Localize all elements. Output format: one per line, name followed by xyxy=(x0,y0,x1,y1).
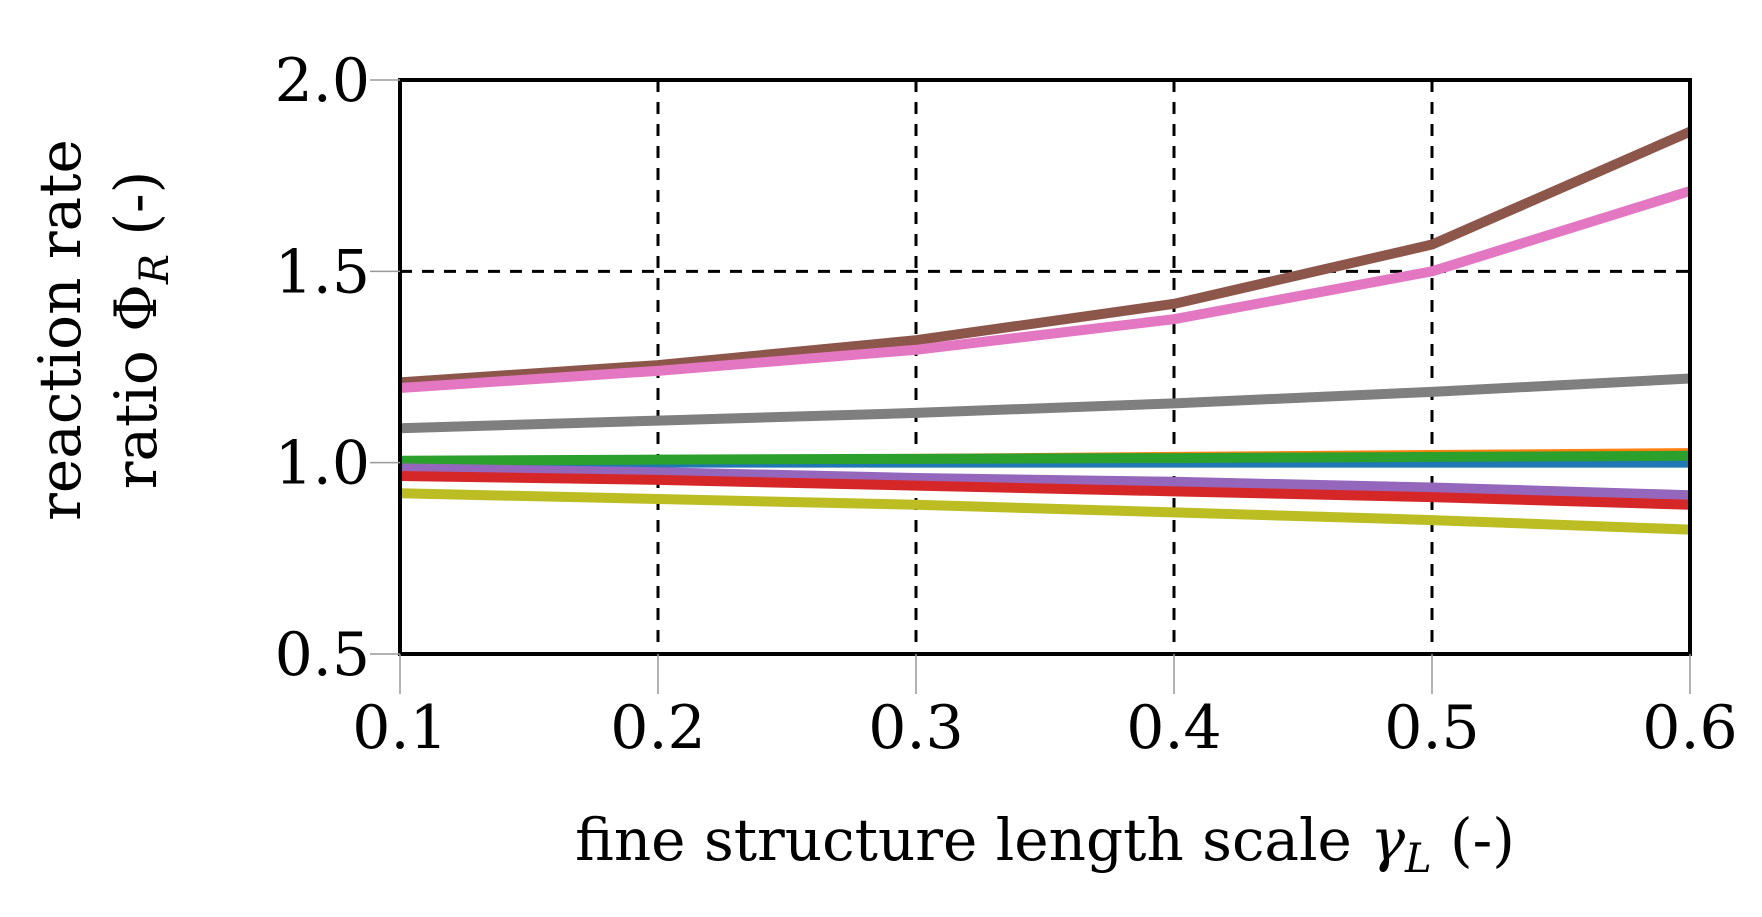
x-tick-label-0.6: 0.6 xyxy=(1642,693,1737,763)
series-line-gray xyxy=(399,373,1691,434)
y-axis-title-line1: reaction rate xyxy=(26,139,94,521)
x-axis-title: fine structure length scale γL (-) xyxy=(575,806,1515,882)
x-axis-unit: (-) xyxy=(1432,806,1515,874)
y-axis-title-line2: ratio ΦR (-) xyxy=(102,171,178,490)
x-axis-subscript: L xyxy=(1404,836,1432,882)
y-axis-title-text: ratio xyxy=(102,332,170,490)
y-axis-unit: (-) xyxy=(102,171,170,254)
y-tick-label-2.0: 2.0 xyxy=(275,46,370,116)
x-tick-label-0.1: 0.1 xyxy=(352,693,447,763)
series-line-olive xyxy=(399,488,1691,535)
plot-area-frame xyxy=(398,78,1692,656)
series-line-purple xyxy=(399,463,1691,501)
tick-labels: 0.1 0.2 0.3 0.4 0.5 0.6 0.5 1.0 1.5 2.0 xyxy=(275,46,1738,763)
data-series xyxy=(399,127,1693,535)
x-tick-label-0.3: 0.3 xyxy=(868,693,963,763)
y-axis-subscript: R xyxy=(132,254,178,285)
y-tick-label-0.5: 0.5 xyxy=(275,620,370,690)
x-tick-label-0.4: 0.4 xyxy=(1126,693,1221,763)
x-tick-label-0.2: 0.2 xyxy=(610,693,705,763)
series-line-brown xyxy=(399,127,1693,388)
x-axis-symbol: γ xyxy=(1370,806,1405,874)
y-tick-label-1.0: 1.0 xyxy=(275,429,370,499)
axis-ticks xyxy=(370,79,1691,694)
series-line-pink xyxy=(399,186,1692,394)
x-axis-title-text: fine structure length scale xyxy=(575,806,1370,874)
series-line-green xyxy=(399,450,1691,466)
y-axis-symbol: Φ xyxy=(102,284,170,332)
y-tick-label-1.5: 1.5 xyxy=(275,237,370,307)
x-tick-label-0.5: 0.5 xyxy=(1384,693,1479,763)
series-line-red xyxy=(399,471,1691,510)
